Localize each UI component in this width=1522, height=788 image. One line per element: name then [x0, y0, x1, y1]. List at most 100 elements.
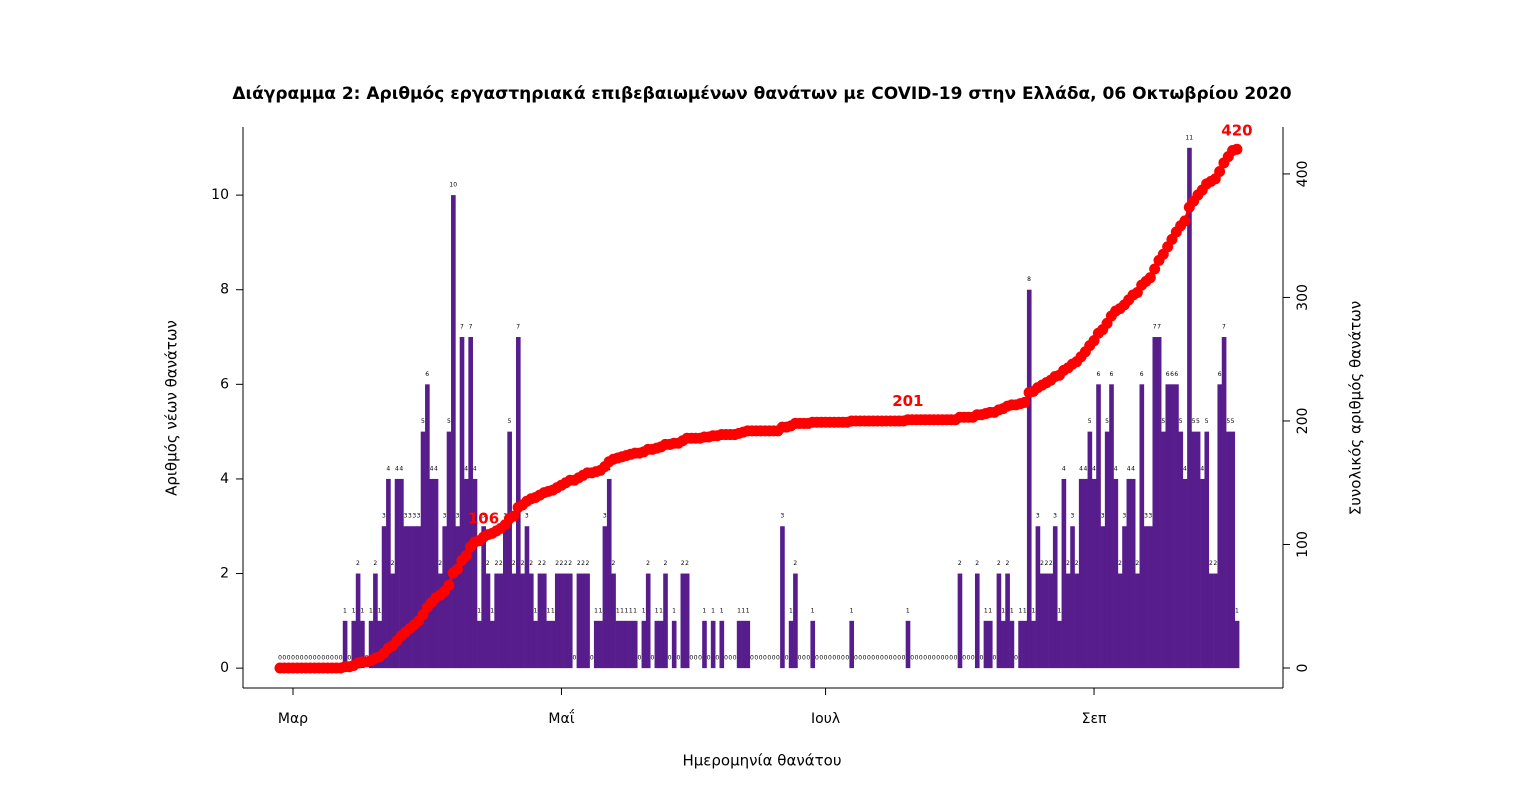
bar-value-label: 1	[624, 607, 628, 614]
bar-value-label: 1	[343, 607, 347, 614]
bar-value-label: 0	[750, 655, 754, 662]
bar	[1187, 147, 1192, 669]
bar-value-label: 1	[1057, 607, 1061, 614]
bar-value-label: 0	[724, 655, 728, 662]
bar-value-label: 0	[785, 655, 789, 662]
bar-value-label: 0	[941, 655, 945, 662]
bar-value-label: 0	[707, 655, 711, 662]
bar	[1057, 620, 1062, 669]
bar-value-label: 2	[438, 560, 442, 567]
bar-value-label: 0	[798, 655, 802, 662]
bar-value-label: 2	[1209, 560, 1213, 567]
bar-value-label: 5	[1196, 418, 1200, 425]
bar	[745, 620, 751, 669]
bar-value-label: 5	[421, 418, 425, 425]
bar-value-label: 1	[642, 607, 646, 614]
bar	[407, 526, 413, 669]
y-tick-label: 8	[220, 282, 229, 298]
bar-value-label: 2	[611, 560, 615, 567]
bar-value-label: 5	[1105, 418, 1109, 425]
bar	[710, 620, 716, 669]
bar	[741, 620, 746, 669]
bar-value-label: 0	[871, 655, 875, 662]
bar	[602, 526, 608, 669]
y2-tick-label: 0	[1295, 664, 1311, 673]
bar-value-label: 0	[897, 655, 901, 662]
bar-value-label: 4	[1114, 465, 1118, 472]
bar	[593, 620, 599, 669]
bar-value-label: 3	[482, 513, 486, 520]
x-tick-label: Μαρ	[278, 711, 308, 727]
bar-value-label: 6	[1218, 371, 1222, 378]
bar	[494, 573, 499, 669]
bar-value-label: 0	[841, 655, 845, 662]
bar-value-label: 0	[759, 655, 763, 662]
bar	[1221, 337, 1227, 669]
bar-value-label: 4	[473, 465, 477, 472]
bar-value-label: 0	[980, 655, 984, 662]
bar-value-label: 1	[360, 607, 364, 614]
bar-value-label: 2	[1049, 560, 1053, 567]
bar	[472, 478, 478, 669]
bar	[1156, 337, 1162, 669]
bar-value-label: 2	[564, 560, 568, 567]
bar-value-label: 0	[876, 655, 880, 662]
bar-value-label: 1	[811, 607, 815, 614]
bar-value-label: 1	[741, 607, 745, 614]
cumulative-point	[508, 510, 520, 522]
bar-value-label: 5	[1192, 418, 1196, 425]
bar-value-label: 2	[1040, 560, 1044, 567]
bar	[420, 431, 426, 669]
bar	[446, 431, 452, 669]
bar-value-label: 4	[434, 465, 438, 472]
bar	[485, 573, 491, 669]
bar	[1161, 431, 1166, 669]
bar-value-label: 0	[893, 655, 897, 662]
bar	[624, 620, 629, 669]
bar	[355, 573, 361, 669]
bar-value-label: 2	[1006, 560, 1010, 567]
y-tick-label: 4	[220, 471, 229, 487]
bar	[1191, 431, 1197, 669]
bar	[533, 620, 538, 669]
bar-value-label: 3	[780, 513, 784, 520]
bar-value-label: 2	[356, 560, 360, 567]
bar-value-label: 0	[867, 655, 871, 662]
x-tick-label: Μαΐ	[548, 709, 574, 727]
bar	[645, 573, 651, 669]
bar-value-label: 5	[1088, 418, 1092, 425]
bar	[1000, 620, 1006, 669]
bar-value-label: 0	[928, 655, 932, 662]
bar-value-label: 0	[304, 655, 308, 662]
bars: 0000000000000001012101213424433335644235…	[278, 134, 1240, 669]
bar	[1061, 478, 1067, 669]
bar-value-label: 0	[954, 655, 958, 662]
bar	[524, 526, 530, 669]
bar-value-label: 1	[655, 607, 659, 614]
bar-value-label: 5	[508, 418, 512, 425]
bar	[619, 620, 625, 669]
bar	[1234, 620, 1240, 669]
bar	[1165, 384, 1171, 669]
bar-value-label: 0	[278, 655, 282, 662]
bar-value-label: 0	[863, 655, 867, 662]
bar	[1148, 526, 1153, 669]
y2-tick-label: 300	[1295, 284, 1311, 311]
bar	[793, 573, 798, 669]
bar	[719, 620, 725, 669]
bar	[611, 573, 616, 669]
bar-value-label: 5	[1179, 418, 1183, 425]
bar-value-label: 2	[560, 560, 564, 567]
bar-value-label: 0	[806, 655, 810, 662]
bar	[1226, 431, 1231, 669]
bar-value-label: 1	[906, 607, 910, 614]
bar	[416, 526, 422, 669]
bar-value-label: 0	[694, 655, 698, 662]
bar	[1230, 431, 1236, 669]
bar-value-label: 2	[373, 560, 377, 567]
bar-value-label: 0	[889, 655, 893, 662]
bar	[780, 526, 785, 669]
bar	[1070, 526, 1075, 669]
bar-value-label: 0	[715, 655, 719, 662]
